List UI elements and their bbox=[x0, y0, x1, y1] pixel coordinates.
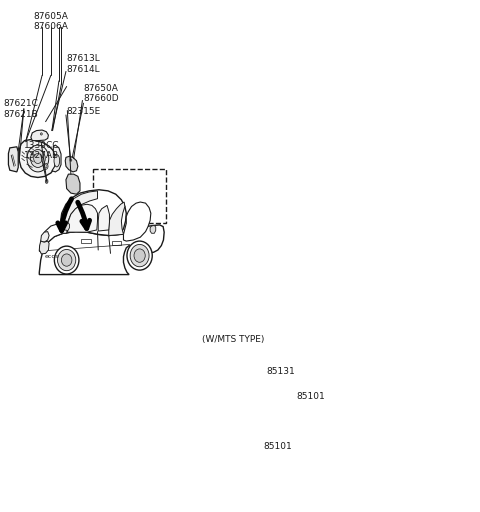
Polygon shape bbox=[39, 223, 75, 251]
Bar bbox=[94, 168, 166, 223]
Polygon shape bbox=[66, 174, 80, 194]
Bar bbox=[82, 239, 91, 243]
Text: 85101: 85101 bbox=[297, 392, 325, 401]
Ellipse shape bbox=[134, 249, 145, 262]
Polygon shape bbox=[52, 145, 61, 172]
Ellipse shape bbox=[27, 145, 49, 172]
Text: 87650A
87660D: 87650A 87660D bbox=[84, 84, 119, 103]
Text: (W/MTS TYPE): (W/MTS TYPE) bbox=[202, 335, 264, 344]
Ellipse shape bbox=[54, 246, 79, 274]
Ellipse shape bbox=[54, 155, 60, 167]
Ellipse shape bbox=[40, 133, 42, 135]
Polygon shape bbox=[31, 130, 48, 141]
Ellipse shape bbox=[243, 385, 266, 391]
Text: 1339CC
1327AB: 1339CC 1327AB bbox=[24, 141, 59, 160]
Polygon shape bbox=[240, 382, 272, 394]
Ellipse shape bbox=[44, 165, 47, 168]
Polygon shape bbox=[98, 205, 109, 231]
Ellipse shape bbox=[130, 244, 149, 267]
Polygon shape bbox=[150, 225, 156, 233]
Polygon shape bbox=[215, 352, 224, 361]
Ellipse shape bbox=[217, 435, 243, 441]
Polygon shape bbox=[65, 156, 78, 172]
Ellipse shape bbox=[34, 154, 42, 163]
Polygon shape bbox=[19, 140, 56, 178]
Ellipse shape bbox=[58, 249, 76, 271]
Ellipse shape bbox=[43, 163, 48, 169]
Ellipse shape bbox=[223, 354, 226, 358]
Polygon shape bbox=[39, 225, 164, 274]
Ellipse shape bbox=[70, 159, 72, 161]
Polygon shape bbox=[39, 241, 49, 254]
Polygon shape bbox=[67, 204, 97, 232]
Text: 85101: 85101 bbox=[264, 442, 292, 451]
Text: ecos: ecos bbox=[45, 254, 59, 259]
Ellipse shape bbox=[46, 179, 48, 183]
Polygon shape bbox=[60, 191, 97, 233]
Text: 87605A
87606A: 87605A 87606A bbox=[34, 11, 68, 31]
Ellipse shape bbox=[127, 241, 152, 270]
Polygon shape bbox=[123, 202, 151, 241]
Text: 87613L
87614L: 87613L 87614L bbox=[67, 54, 100, 74]
Text: 82315E: 82315E bbox=[67, 107, 101, 116]
Ellipse shape bbox=[31, 150, 45, 167]
Polygon shape bbox=[41, 231, 49, 242]
Polygon shape bbox=[270, 383, 274, 392]
Polygon shape bbox=[109, 202, 125, 236]
Text: 85131: 85131 bbox=[266, 367, 295, 376]
Polygon shape bbox=[64, 223, 70, 230]
Polygon shape bbox=[246, 434, 251, 442]
Bar bbox=[112, 241, 120, 245]
Polygon shape bbox=[9, 147, 18, 172]
Text: 87621C
87621B: 87621C 87621B bbox=[3, 99, 38, 118]
Polygon shape bbox=[215, 432, 248, 444]
Polygon shape bbox=[60, 190, 126, 236]
Ellipse shape bbox=[61, 254, 72, 266]
